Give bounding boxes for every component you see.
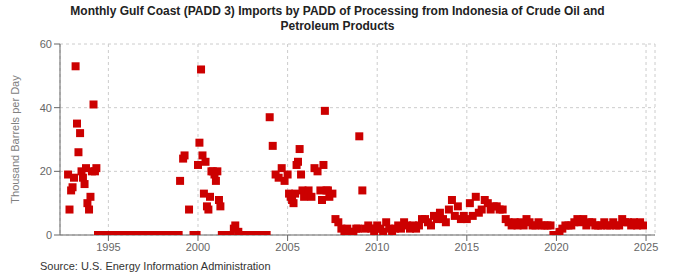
svg-text:20: 20 [40,165,52,177]
svg-text:2005: 2005 [275,241,299,253]
svg-text:2025: 2025 [634,241,658,253]
svg-text:0: 0 [46,229,52,241]
html-text:Source: U.S. Energy Informatio: Source: U.S. Energy Information Administ… [40,260,271,272]
svg-text:2000: 2000 [186,241,210,253]
html-text:Monthly Gulf Coast (PADD 3) Im: Monthly Gulf Coast (PADD 3) Imports by P… [70,4,605,33]
svg-text:2015: 2015 [455,241,479,253]
svg-text:60: 60 [40,38,52,50]
svg-text:Thousand Barrels per Day: Thousand Barrels per Day [9,75,21,204]
svg-text:2010: 2010 [365,241,389,253]
svg-text:2020: 2020 [544,241,568,253]
svg-text:40: 40 [40,102,52,114]
svg-text:1995: 1995 [96,241,120,253]
